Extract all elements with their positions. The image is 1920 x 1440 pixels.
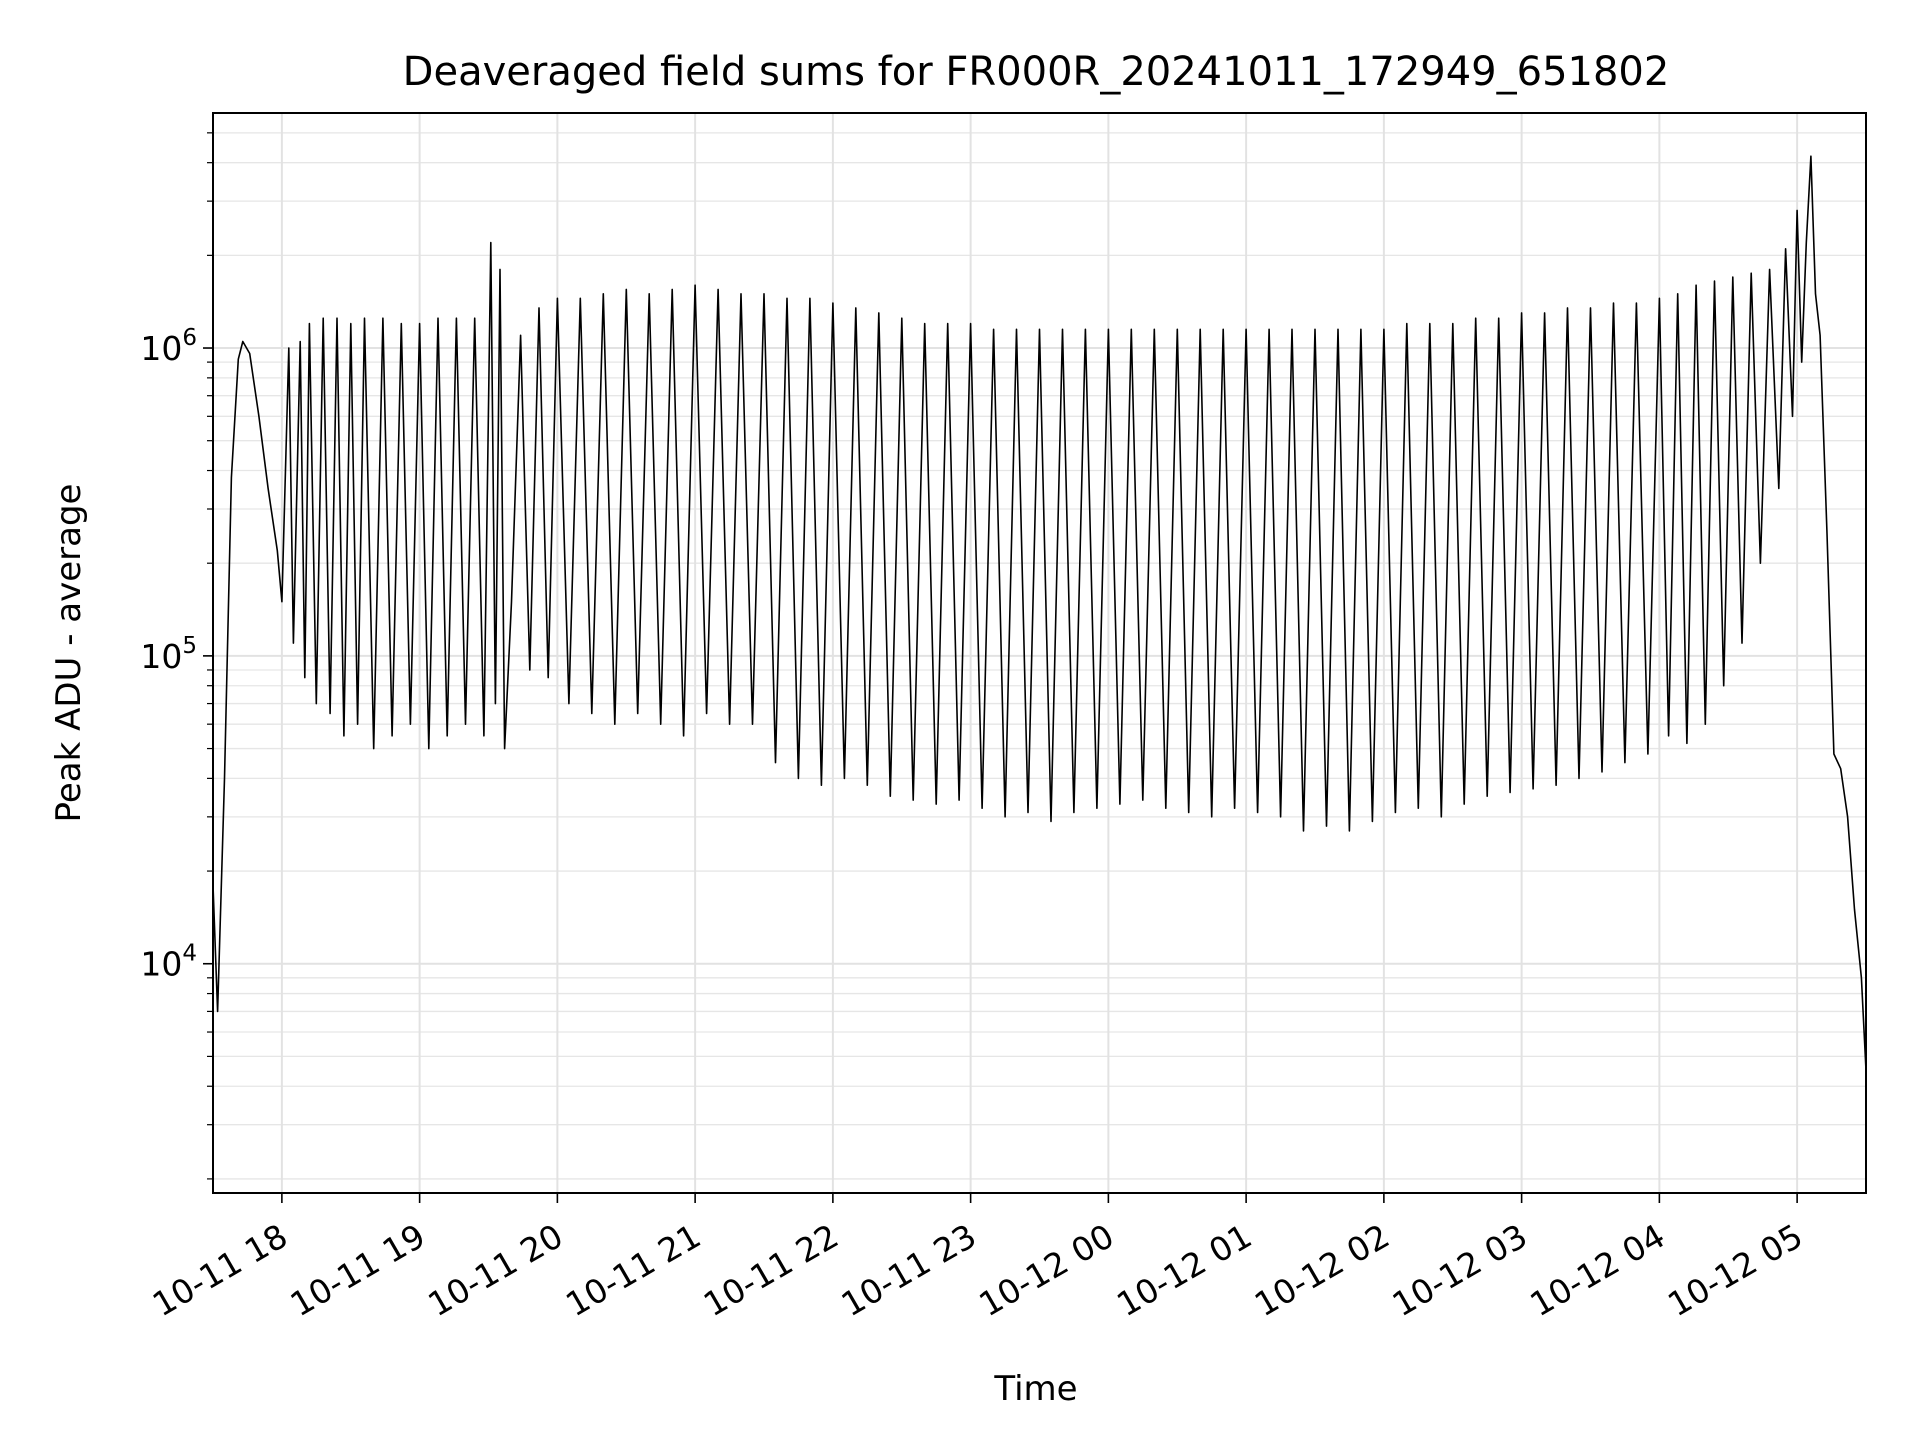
y-tick-label: 104 — [140, 941, 197, 984]
y-axis-label: Peak ADU - average — [49, 484, 89, 823]
chart-title: Deaveraged field sums for FR000R_2024101… — [403, 49, 1670, 95]
y-tick-label: 106 — [140, 325, 197, 368]
series-layer — [212, 155, 1867, 1071]
plot-frame — [212, 112, 1867, 1194]
y-tick-label: 105 — [140, 633, 197, 676]
grid — [213, 113, 1866, 1193]
data-series-line — [212, 155, 1867, 1071]
x-axis-label: Time — [993, 1369, 1077, 1409]
